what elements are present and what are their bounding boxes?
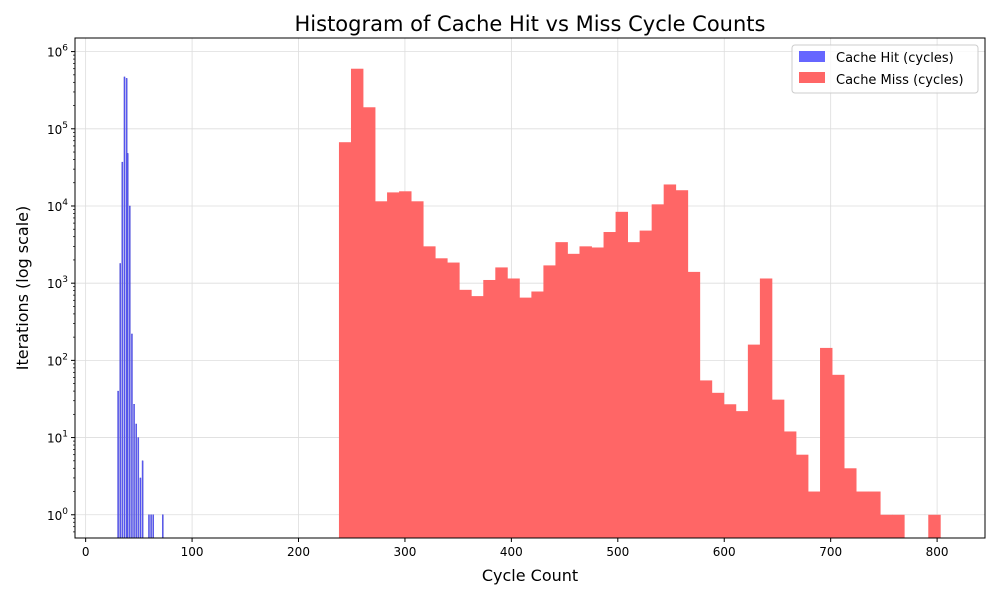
y-tick-label: 100 [47,507,68,523]
cache-miss-bar [892,514,905,538]
legend-frame [791,44,979,94]
cache-miss-bar [832,374,845,538]
y-tick-label: 101 [47,430,68,446]
cache-miss-bar [675,190,689,539]
cache-hit-bar [117,390,119,539]
y-tick-label: 106 [47,44,68,60]
cache-miss-bar [820,347,833,538]
cache-miss-bar [651,204,665,538]
x-tick-label: 700 [819,545,842,559]
cache-miss-bar [543,265,556,538]
cache-hit-bar [129,205,131,539]
cache-hit-bar [150,514,152,539]
cache-miss-bar [350,68,364,538]
x-axis-title: Cycle Count [482,566,578,585]
cache-hit-bar [123,76,126,539]
cache-miss-bar [531,291,544,538]
x-tick-label: 300 [393,545,416,559]
x-tick-label: 0 [82,545,90,559]
cache-miss-bar [411,201,424,538]
bars-layer [117,68,941,539]
cache-miss-bar [591,247,604,538]
cache-hit-bar [121,161,124,539]
cache-hit-bar [131,333,133,539]
y-tick-label: 102 [47,352,68,368]
cache-miss-bar [483,279,496,538]
cache-miss-bar [387,192,400,538]
cache-miss-bar [507,278,520,538]
cache-miss-bar [687,271,701,538]
cache-miss-bar [399,191,412,538]
cache-miss-bar [723,404,737,538]
cache-miss-bar [856,491,869,538]
cache-hit-bar [135,423,137,539]
cache-miss-bar [375,201,388,538]
cache-miss-bar [459,289,472,538]
cache-miss-bar [699,380,713,538]
x-tick-label: 500 [606,545,629,559]
cache-miss-bar [627,242,641,539]
cache-miss-bar [603,232,616,538]
legend-label-cache-hit: Cache Hit (cycles) [836,51,954,66]
cache-miss-bar [519,297,532,538]
chart-title: Histogram of Cache Hit vs Miss Cycle Cou… [295,12,766,36]
cache-miss-bar [447,262,460,538]
y-tick-label: 104 [47,198,68,214]
x-tick-label: 200 [287,545,310,559]
legend-label-cache-miss: Cache Miss (cycles) [836,73,964,88]
x-tick-label: 800 [926,545,949,559]
cache-hit-bar [148,514,150,539]
cache-miss-bar [338,142,352,538]
cache-hit-bar [162,514,164,539]
cache-miss-bar [663,184,677,538]
plot-area-frame [74,37,986,539]
cache-miss-bar [880,514,893,538]
cache-miss-bar [735,411,749,538]
cache-miss-bar [363,107,376,539]
cache-miss-bar [615,211,628,539]
cache-miss-bar [471,296,484,538]
cache-miss-bar [579,246,592,538]
legend-swatch-cache-miss [799,72,825,83]
cache-hit-bar [141,460,144,539]
cache-hit-bar [137,437,140,539]
cache-miss-bar [928,514,941,538]
cache-miss-bar [783,431,797,538]
cache-miss-bar [808,491,821,538]
x-tick-label: 100 [181,545,204,559]
x-tick-label: 600 [713,545,736,559]
cache-miss-bar [795,454,809,538]
y-tick-label: 103 [47,275,68,291]
legend-swatch-cache-hit [799,51,825,62]
y-axis-title: Iterations (log scale) [13,206,32,370]
cache-miss-bar [435,258,448,538]
cache-miss-bar [495,267,508,538]
cache-miss-bar [639,230,653,538]
cache-miss-bar [711,392,725,538]
cache-hit-bar [152,514,154,539]
axis-ticks: 0 100 200 300 400 500 600 700 800 100 101 102 103 104… [47,44,949,559]
cache-miss-bar [567,253,580,538]
y-tick-label: 105 [47,121,68,137]
cache-hit-bar [126,153,129,539]
cache-miss-bar [747,344,761,538]
x-tick-label: 400 [500,545,523,559]
legend: Cache Hit (cycles) Cache Miss (cycles) [791,44,979,94]
cache-miss-bar [555,242,568,539]
cache-hit-bar [139,477,142,539]
cache-miss-bar [423,246,436,538]
cache-miss-bar [868,491,881,538]
cache-hit-bar [119,263,121,539]
cache-miss-bar [844,468,857,538]
cache-miss-bar [759,278,773,538]
cache-hit-bar [133,404,135,539]
cache-miss-bar [771,399,785,538]
